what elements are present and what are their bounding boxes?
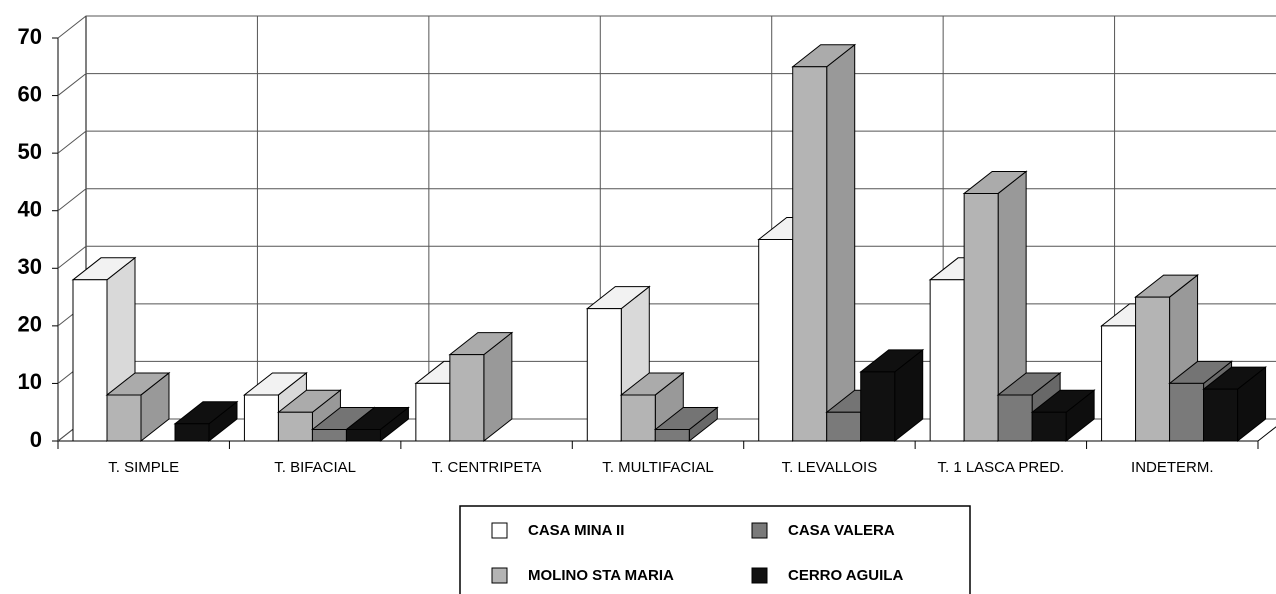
y-tick-label: 30 (18, 254, 42, 279)
bar-front (654, 428, 690, 442)
bar-front (72, 279, 108, 442)
legend-swatch (491, 567, 508, 584)
bar-front (826, 411, 862, 442)
bar-front (1031, 411, 1067, 442)
bar-front (1101, 325, 1137, 442)
x-tick-label: T. MULTIFACIAL (602, 459, 713, 476)
bar-front (449, 354, 485, 442)
y-tick-label: 10 (18, 369, 42, 394)
legend-label: MOLINO STA MARIA (528, 567, 674, 584)
x-tick-label: T. LEVALLOIS (782, 459, 878, 476)
legend-swatch (751, 522, 768, 539)
bar (1202, 366, 1268, 443)
back-wall (85, 16, 1276, 420)
bar-side (826, 43, 856, 443)
grid-line (57, 303, 1276, 327)
x-tick-label: T. BIFACIAL (274, 459, 356, 476)
bar-front (792, 66, 828, 442)
bar (105, 371, 171, 443)
bar-front (277, 411, 313, 442)
legend-label: CERRO AGUILA (788, 567, 903, 584)
x-tick-label: INDETERM. (1131, 459, 1214, 476)
grid-line (57, 15, 1276, 39)
grid-line (57, 73, 1276, 96)
bar-front (758, 239, 794, 442)
bar (791, 43, 857, 443)
bar-front (997, 394, 1033, 442)
grid-line (57, 245, 1276, 269)
bar-front (311, 428, 347, 442)
y-tick-label: 50 (18, 139, 42, 164)
bar-front (1135, 296, 1171, 442)
bar-front (1169, 382, 1205, 442)
legend-box (459, 505, 971, 594)
legend-swatch (751, 567, 768, 584)
y-tick-label: 70 (18, 24, 42, 49)
bar-front (345, 428, 381, 442)
bar (1030, 389, 1096, 443)
y-tick-label: 40 (18, 197, 42, 222)
bar-front (963, 192, 999, 442)
y-tick-label: 60 (18, 81, 42, 106)
bar (173, 400, 239, 443)
y-tick-label: 0 (30, 427, 42, 452)
grid-line (57, 130, 1276, 154)
bar (448, 331, 514, 443)
bar (653, 406, 719, 443)
bar-front (243, 394, 279, 442)
legend-label: CASA VALERA (788, 522, 895, 539)
bar (859, 348, 925, 443)
x-tick-label: T. 1 LASCA PRED. (937, 459, 1064, 476)
bar-front (1203, 388, 1239, 442)
bar (962, 170, 1028, 443)
x-tick-label: T. CENTRIPETA (432, 459, 542, 476)
bar-front (620, 394, 656, 442)
bar (344, 406, 410, 443)
bar-front (174, 423, 210, 442)
legend-swatch (491, 522, 508, 539)
x-tick-label: T. SIMPLE (108, 459, 179, 476)
bar-front (415, 382, 451, 442)
bar-front (929, 279, 965, 442)
bar-front (860, 371, 896, 442)
bar-front (586, 308, 622, 442)
bar-front (106, 394, 142, 442)
grid-line (57, 188, 1276, 212)
y-tick-label: 20 (18, 312, 42, 337)
legend-label: CASA MINA II (528, 522, 624, 539)
